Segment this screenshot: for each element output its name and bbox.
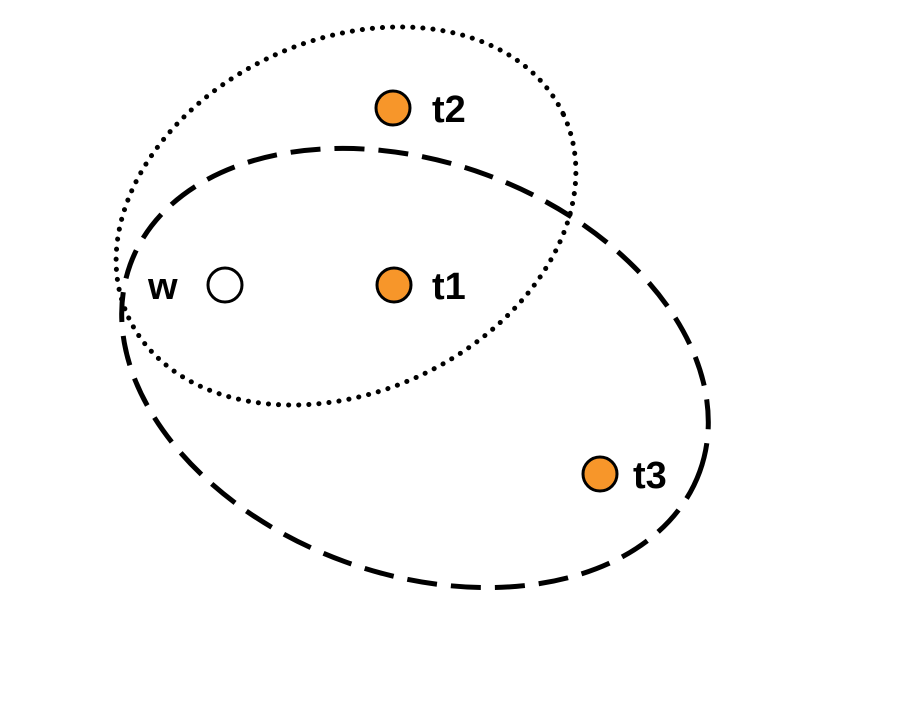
node-t2-label: t2 bbox=[432, 89, 466, 131]
node-w: w bbox=[147, 266, 244, 308]
node-t3: t3 bbox=[581, 455, 667, 497]
node-t3-label: t3 bbox=[633, 455, 667, 497]
node-t3-marker bbox=[581, 455, 619, 493]
dotted-group-boundary bbox=[113, 24, 579, 408]
node-t1-label: t1 bbox=[432, 266, 466, 308]
node-t1-marker bbox=[375, 266, 413, 304]
node-t2-marker bbox=[374, 89, 412, 127]
node-w-marker bbox=[206, 266, 244, 304]
node-t1: t1 bbox=[375, 266, 466, 308]
dashed-group-boundary bbox=[119, 145, 711, 591]
node-t2: t2 bbox=[374, 89, 466, 131]
node-w-label: w bbox=[147, 266, 178, 308]
